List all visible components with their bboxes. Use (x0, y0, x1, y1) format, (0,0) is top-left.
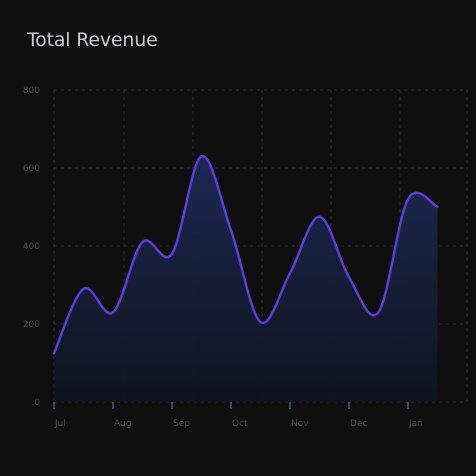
x-tick-label-jan: Jan (408, 419, 423, 429)
y-tick-label-800: 800 (23, 86, 40, 96)
x-tick-label-oct: Oct (232, 419, 248, 429)
chart-title: Total Revenue (27, 29, 158, 51)
y-tick-label-0: 0 (34, 398, 40, 408)
x-tick-label-aug: Aug (114, 419, 132, 429)
y-tick-label-400: 400 (23, 242, 40, 252)
y-tick-label-200: 200 (23, 320, 40, 330)
x-tick-label-nov: Nov (291, 419, 309, 429)
revenue-area-fill (54, 156, 438, 402)
x-tick-label-jul: Jul (54, 419, 66, 429)
x-tick-label-sep: Sep (173, 419, 190, 429)
y-tick-label-600: 600 (23, 164, 40, 174)
x-tick-label-dec: Dec (350, 419, 367, 429)
revenue-line (52, 155, 439, 355)
